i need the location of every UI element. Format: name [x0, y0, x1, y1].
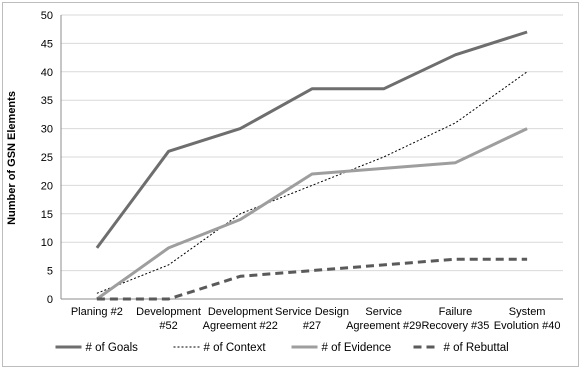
legend-label: # of Context — [204, 342, 267, 354]
x-tick-label: Service Design #27 — [275, 306, 349, 332]
series-line-of-rebuttal — [96, 257, 528, 301]
y-tick-label: 0 — [47, 294, 53, 306]
x-tick-label: System Evolution #40 — [494, 306, 561, 332]
x-tick-label: Development Agreement #22 — [203, 306, 278, 332]
y-tick-label: 40 — [41, 67, 53, 79]
y-tick-label: 30 — [41, 124, 53, 136]
y-tick-label: 15 — [41, 209, 53, 221]
y-tick-label: 20 — [41, 180, 53, 192]
series-line-of-evidence — [96, 127, 528, 301]
x-tick-label: Service Agreement #29 — [346, 306, 421, 332]
y-tick-label: 25 — [41, 152, 53, 164]
series-lines — [95, 30, 528, 301]
axes — [60, 15, 563, 300]
y-tick-label: 5 — [47, 266, 53, 278]
legend-label: # of Rebuttal — [444, 342, 509, 354]
x-tick-label: Failure Recovery #35 — [421, 306, 489, 332]
y-tick-label: 50 — [41, 10, 53, 22]
y-tick-label: 10 — [41, 237, 53, 249]
legend-label: # of Evidence — [322, 342, 392, 354]
legend-item: # of Rebuttal — [413, 342, 509, 354]
y-tick-label: 35 — [41, 95, 53, 107]
series-line-of-goals — [95, 30, 528, 249]
series-line-of-context — [96, 71, 528, 294]
gridlines — [61, 14, 563, 272]
legend-label: # of Goals — [86, 342, 139, 354]
y-tick-labels: 0 5 10 15 20 25 30 35 40 45 50 — [41, 10, 53, 306]
line-chart: 0 5 10 15 20 25 30 35 40 45 50 Planing #2 Developme… — [6, 10, 563, 354]
x-tick-label: Planing #2 — [71, 306, 123, 318]
legend-item: # of Goals — [55, 342, 139, 354]
legend-item: # of Evidence — [291, 342, 392, 354]
x-tick-label: Development #52 — [136, 306, 201, 332]
legend: # of Goals # of Context # of Evidence # of … — [55, 342, 509, 354]
y-axis-label: Number of GSN Elements — [6, 91, 18, 225]
chart-frame: 0 5 10 15 20 25 30 35 40 45 50 Planing #2 Developme… — [2, 2, 579, 367]
y-tick-label: 45 — [41, 38, 53, 50]
legend-item: # of Context — [173, 342, 267, 354]
